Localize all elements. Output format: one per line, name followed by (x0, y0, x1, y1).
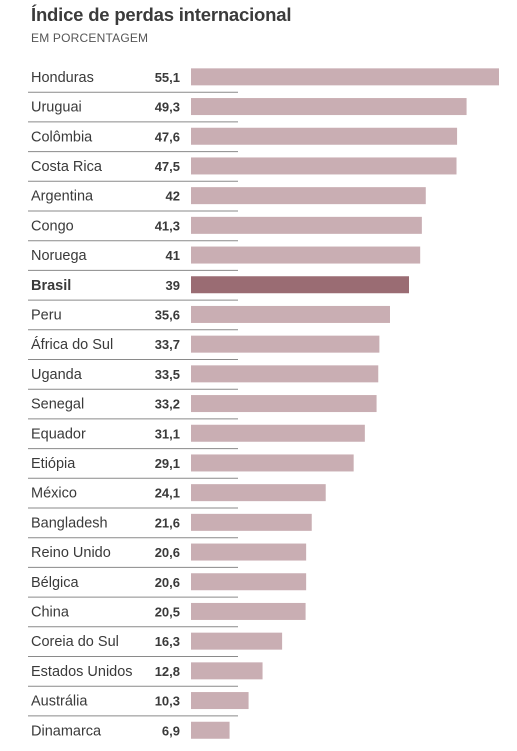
category-label: Argentina (31, 189, 94, 205)
bar (191, 157, 457, 175)
chart-subtitle: EM PORCENTAGEM (31, 31, 149, 45)
category-label: Uganda (31, 367, 83, 383)
value-label: 12,8 (155, 664, 180, 679)
category-label: Dinamarca (31, 723, 102, 739)
bar-highlight (191, 276, 410, 294)
value-label: 47,5 (155, 159, 180, 174)
category-label: Colômbia (31, 129, 93, 145)
category-label: África do Sul (31, 336, 113, 353)
value-label: 24,1 (155, 486, 180, 501)
value-label: 20,6 (155, 575, 180, 590)
bar (191, 395, 377, 413)
value-label: 33,2 (155, 397, 180, 412)
bar (191, 454, 354, 472)
category-label: Estados Unidos (31, 664, 133, 680)
value-label: 20,5 (155, 604, 180, 619)
category-label: China (31, 604, 70, 620)
bar (191, 543, 307, 561)
bar (191, 68, 499, 86)
bar (191, 187, 426, 205)
chart-title: Índice de perdas internacional (31, 4, 292, 25)
value-label: 41,3 (155, 218, 180, 233)
bar (191, 632, 283, 650)
category-label: Bangladesh (31, 515, 108, 531)
value-label: 47,6 (155, 129, 180, 144)
value-label: 31,1 (155, 426, 180, 441)
value-label: 21,6 (155, 515, 180, 530)
value-label: 6,9 (162, 723, 180, 738)
category-label: Honduras (31, 70, 94, 86)
bar (191, 305, 390, 323)
bar (191, 216, 422, 234)
category-label: Costa Rica (31, 159, 103, 175)
bar (191, 246, 421, 264)
value-label: 33,7 (155, 337, 180, 352)
value-label: 29,1 (155, 456, 180, 471)
bar (191, 365, 379, 383)
category-label: Reino Unido (31, 545, 111, 561)
category-label: Noruega (31, 248, 88, 264)
category-label: Bélgica (31, 575, 79, 591)
category-label: Coreia do Sul (31, 634, 119, 650)
category-label: Equador (31, 426, 86, 442)
category-label: Senegal (31, 397, 84, 413)
bar (191, 484, 326, 502)
value-label: 10,3 (155, 694, 180, 709)
bar (191, 98, 467, 116)
value-label: 55,1 (155, 70, 180, 85)
value-label: 35,6 (155, 307, 180, 322)
category-label: Peru (31, 307, 62, 323)
bar (191, 602, 306, 620)
category-label: Austrália (31, 694, 88, 710)
bar (191, 424, 365, 442)
bar (191, 662, 263, 680)
category-label: Congo (31, 218, 74, 234)
value-label: 42 (166, 189, 180, 204)
value-label: 20,6 (155, 545, 180, 560)
category-label: Uruguai (31, 100, 82, 116)
bar (191, 513, 312, 531)
value-label: 41 (166, 248, 180, 263)
bar (191, 721, 230, 739)
bar (191, 573, 307, 591)
bar (191, 335, 380, 353)
bar (191, 127, 458, 145)
category-label: México (31, 486, 77, 502)
value-label: 16,3 (155, 634, 180, 649)
value-label: 33,5 (155, 367, 180, 382)
category-label: Etiópia (31, 456, 76, 472)
value-label: 49,3 (155, 100, 180, 115)
value-label: 39 (166, 278, 180, 293)
category-label: Brasil (31, 278, 71, 294)
bar (191, 692, 249, 710)
